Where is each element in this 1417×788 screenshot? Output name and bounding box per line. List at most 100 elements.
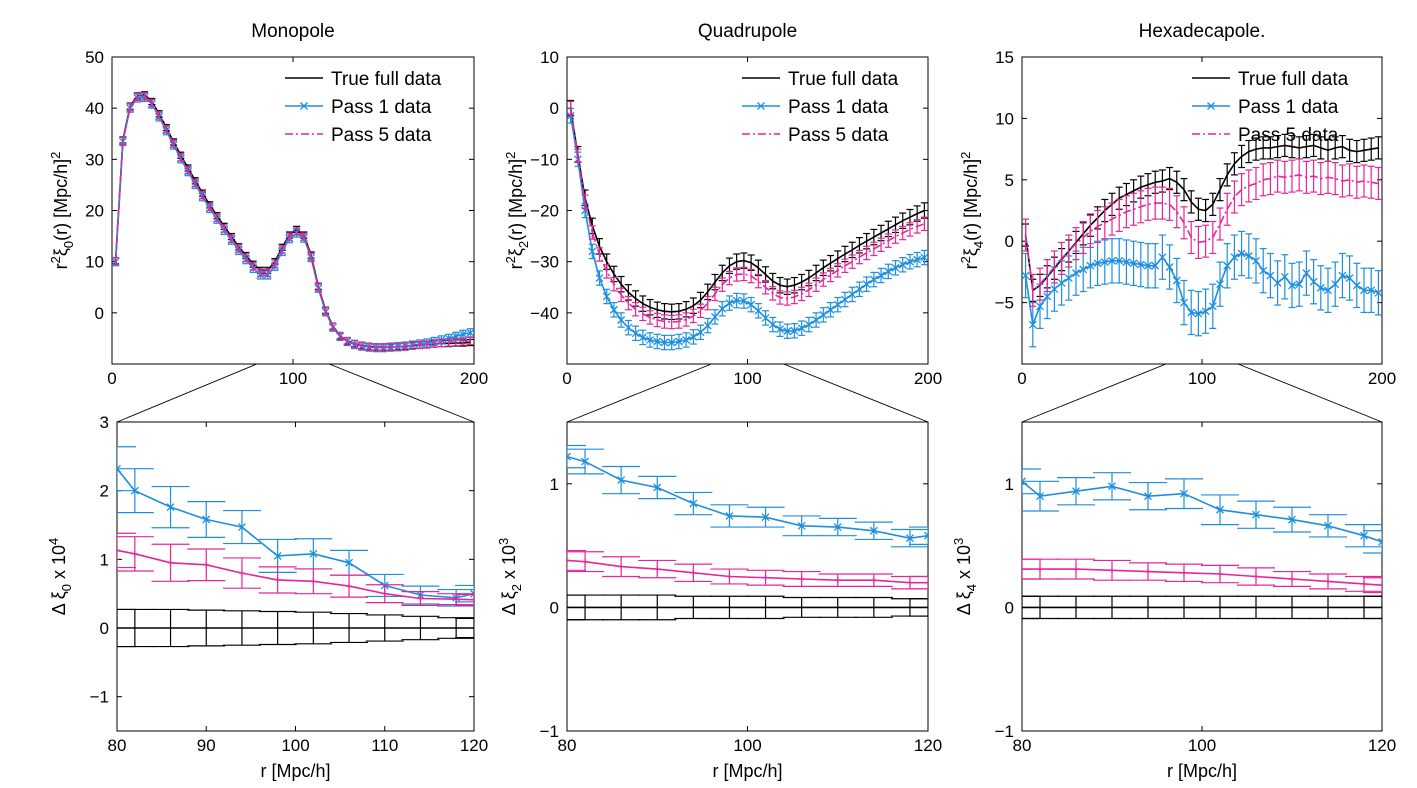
data-point: [1125, 210, 1128, 213]
data-point: [913, 255, 922, 264]
data-point: [1172, 276, 1181, 285]
data-point: [1064, 274, 1073, 282]
data-point: [808, 289, 810, 291]
x-tick-label: 100: [1188, 369, 1216, 388]
data-point: [1145, 568, 1151, 575]
data-point: [1223, 261, 1232, 270]
data-point: [166, 503, 175, 512]
x-tick-label: 80: [108, 736, 127, 755]
data-point: [1288, 281, 1296, 290]
data-point: [1115, 256, 1124, 265]
data-point: [638, 333, 647, 342]
data-point: [165, 128, 168, 130]
data-point: [649, 316, 651, 319]
legend-item-pass-5-data: Pass 5 data: [285, 125, 432, 146]
plot-area: [112, 91, 474, 353]
data-point: [1132, 190, 1135, 192]
data-point: [1108, 482, 1116, 491]
data-point: [1075, 606, 1077, 609]
y-axis-label: Δ ξ0 x 104: [46, 538, 74, 616]
legend-label: True full data: [331, 69, 442, 90]
legend-label: Pass 5 data: [1238, 125, 1339, 146]
legend-item-true-full-data: True full data: [1192, 69, 1349, 90]
x-tick-label: 120: [1368, 736, 1396, 755]
data-point: [670, 321, 673, 323]
data-point: [1374, 288, 1382, 297]
y-label-part: x 10: [49, 545, 69, 584]
x-tick-label: 100: [281, 736, 309, 755]
data-point: [295, 230, 298, 233]
data-point: [1208, 302, 1217, 311]
y-label-part: 2: [503, 256, 518, 263]
series-line: [569, 108, 925, 323]
y-tick-label: 50: [85, 48, 104, 67]
data-point: [728, 277, 731, 279]
data-point: [1180, 489, 1188, 498]
data-point: [656, 606, 659, 609]
data-point: [317, 286, 320, 289]
data-point: [1309, 277, 1318, 286]
y-tick-label: 5: [1005, 171, 1014, 190]
data-point: [453, 596, 460, 603]
data-point: [1327, 606, 1329, 609]
data-point: [1216, 505, 1224, 514]
data-point: [1161, 202, 1164, 204]
data-point: [1032, 289, 1034, 292]
data-point: [754, 306, 763, 315]
legend-item-pass-1-data: Pass 1 data: [742, 97, 889, 118]
panel-title: Hexadecapole.: [1139, 21, 1266, 42]
data-point: [678, 310, 680, 313]
data-point: [653, 483, 662, 492]
y-label-part: r: [51, 263, 71, 269]
data-point: [750, 275, 752, 277]
y-label-part: 2: [958, 152, 973, 159]
data-point: [869, 275, 878, 284]
series-line: [1022, 568, 1382, 586]
data-point: [1024, 234, 1027, 236]
x-tick-label: 200: [914, 369, 942, 388]
legend-label: Pass 5 data: [788, 125, 889, 146]
data-point: [1129, 259, 1138, 268]
data-point: [567, 111, 575, 120]
data-point: [1266, 271, 1275, 280]
data-point: [598, 253, 601, 256]
data-point: [703, 321, 712, 330]
data-point: [771, 292, 774, 295]
data-point: [1262, 147, 1264, 149]
data-point: [1378, 537, 1382, 546]
y-tick-label: −30: [530, 253, 559, 272]
data-point: [1298, 174, 1300, 176]
y-label-part: 2: [48, 256, 63, 263]
data-point: [819, 310, 828, 319]
data-point: [692, 304, 695, 307]
legend-item-true-full-data: True full data: [742, 69, 899, 90]
x-tick-label: 200: [1368, 369, 1396, 388]
data-point: [761, 313, 770, 322]
series-pass-5-data: [567, 549, 928, 590]
legend-marker: [300, 102, 308, 110]
data-point: [582, 558, 589, 565]
y-label-part: Δ ξ: [49, 591, 69, 615]
data-point: [833, 300, 842, 309]
data-point: [726, 573, 733, 580]
panel-2: 0 100 200−40−30−20−10010Quadrupoler2ξ2(r) …: [503, 21, 942, 388]
data-point: [869, 526, 878, 535]
data-point: [627, 302, 630, 304]
data-point: [1082, 236, 1084, 239]
data-point: [238, 570, 245, 577]
legend: True full data Pass 1 data Pass 5 data: [1192, 69, 1349, 146]
data-point: [1144, 261, 1152, 270]
data-point: [728, 606, 731, 609]
data-point: [1217, 571, 1223, 578]
data-point: [735, 260, 738, 263]
data-point: [1289, 575, 1295, 582]
y-label-part: 2: [958, 256, 973, 263]
data-point: [1181, 569, 1187, 576]
data-point: [815, 283, 817, 286]
data-point: [375, 346, 378, 349]
data-point: [1057, 278, 1066, 287]
y-tick-label: 15: [995, 48, 1014, 67]
